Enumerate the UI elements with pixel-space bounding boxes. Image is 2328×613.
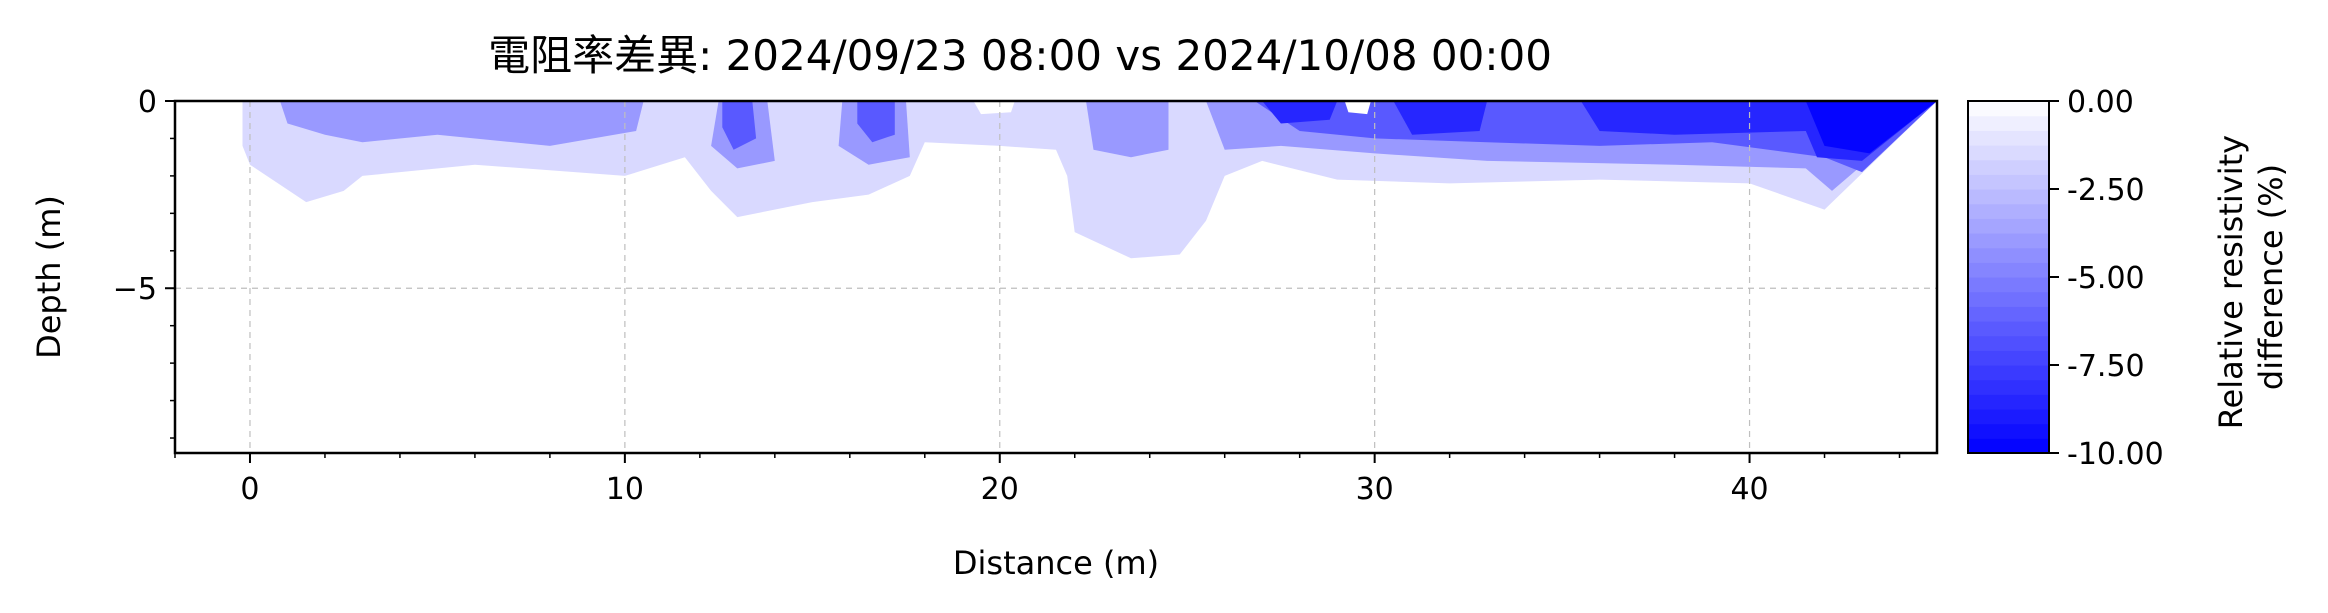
y-axis-label: Depth (m)	[30, 195, 68, 359]
plot-frame	[173, 99, 1939, 455]
colorbar-label-line-1: Relative resistivity	[2212, 135, 2250, 429]
colorbar-tick-label-4: -10.00	[2067, 437, 2164, 472]
x-axis-label: Distance (m)	[953, 544, 1159, 582]
colorbar-band	[1968, 189, 2049, 205]
colorbar-band	[1968, 247, 2049, 263]
y-tick-label-1: −5	[113, 272, 157, 307]
colorbar-label-line-2: difference (%)	[2252, 164, 2290, 390]
colorbar-label: Relative resistivity difference (%)	[2212, 125, 2290, 430]
contour-region-7	[857, 101, 895, 143]
colorbar-band	[1968, 218, 2049, 234]
contour-region-14	[973, 101, 1015, 115]
colorbar-band	[1968, 262, 2049, 278]
colorbar-band	[1968, 130, 2049, 146]
colorbar-tick-label-0: 0.00	[2067, 85, 2134, 120]
colorbar-band	[1968, 350, 2049, 366]
colorbar-band	[1968, 277, 2049, 293]
contour-region-13	[1344, 101, 1371, 115]
contour-region-4	[1086, 101, 1169, 158]
colorbar-band	[1968, 145, 2049, 161]
colorbar-band	[1968, 409, 2049, 425]
colorbar-tick-label-2: -5.00	[2067, 261, 2145, 296]
x-tick-label-3: 30	[1356, 472, 1394, 507]
colorbar-band	[1968, 101, 2049, 117]
x-tick-label-0: 0	[240, 472, 259, 507]
colorbar-band	[1968, 423, 2049, 439]
y-axis-ticks: 0 −5	[113, 85, 175, 439]
colorbar: 0.00 -2.50 -5.00 -7.50 -10.00 Relative resis…	[1967, 85, 2290, 472]
x-tick-label-1: 10	[606, 472, 644, 507]
colorbar-band	[1968, 115, 2049, 131]
colorbar-bands	[1968, 101, 2049, 454]
colorbar-band	[1968, 335, 2049, 351]
contour-region-1	[280, 101, 644, 146]
colorbar-tick-label-3: -7.50	[2067, 349, 2145, 384]
colorbar-band	[1968, 233, 2049, 249]
chart-title: 電阻率差異: 2024/09/23 08:00 vs 2024/10/08 00…	[488, 31, 1552, 80]
contour-region-9	[1262, 101, 1338, 124]
colorbar-ticks: 0.00 -2.50 -5.00 -7.50 -10.00	[2049, 85, 2164, 472]
contour-layer	[242, 101, 1937, 259]
colorbar-band	[1968, 438, 2049, 454]
colorbar-band	[1968, 159, 2049, 175]
x-axis-ticks: 0 10 20 30 40	[174, 453, 1901, 507]
x-tick-label-4: 40	[1730, 472, 1768, 507]
colorbar-band	[1968, 203, 2049, 219]
colorbar-band	[1968, 321, 2049, 337]
colorbar-band	[1968, 379, 2049, 395]
colorbar-band	[1968, 291, 2049, 307]
colorbar-band	[1968, 365, 2049, 381]
colorbar-band	[1968, 306, 2049, 322]
colorbar-band	[1968, 174, 2049, 190]
colorbar-band	[1968, 394, 2049, 410]
x-tick-label-2: 20	[981, 472, 1019, 507]
contour-region-6	[722, 101, 757, 150]
y-tick-label-0: 0	[138, 85, 157, 120]
colorbar-tick-label-1: -2.50	[2067, 173, 2145, 208]
contour-region-12	[1805, 101, 1937, 154]
plot-area: 0 10 20 30 40 0 −5	[113, 85, 1939, 507]
contour-region-10	[1393, 101, 1488, 135]
